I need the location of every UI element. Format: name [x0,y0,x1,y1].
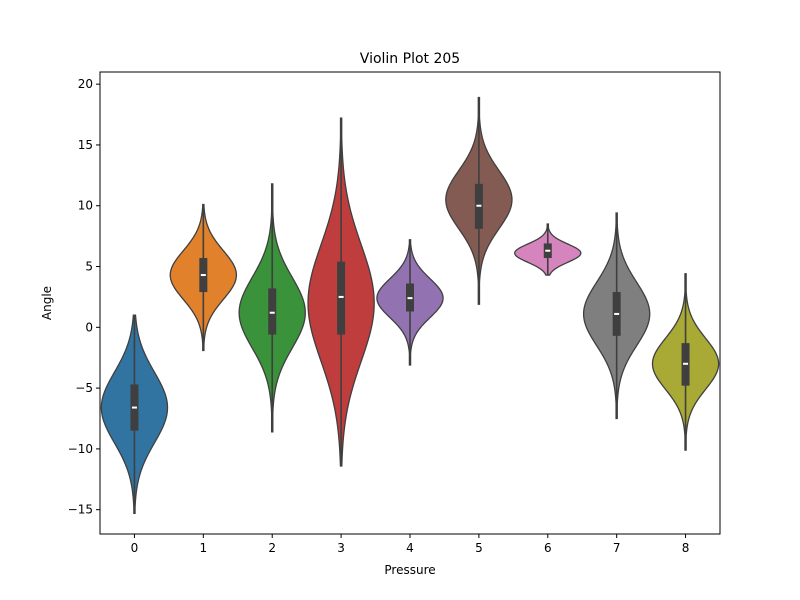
x-tick-label: 8 [682,541,690,555]
y-tick-label: 20 [78,77,93,91]
violin-iqr-box-3 [337,261,346,335]
y-axis-label: Angle [40,286,54,320]
x-tick-label: 3 [337,541,345,555]
y-tick-label: 10 [78,199,93,213]
violin-iqr-box-2 [268,288,277,335]
x-axis-label: Pressure [384,563,435,577]
y-tick-label: −10 [68,442,93,456]
x-tick-label: 1 [200,541,208,555]
y-tick-label: 0 [85,320,93,334]
x-tick-label: 0 [131,541,139,555]
violins-group [100,96,720,514]
x-tick-label: 7 [613,541,621,555]
y-axis: −15 −10 −5 0 5 10 15 20 [68,77,100,517]
x-tick-label: 2 [268,541,276,555]
y-tick-label: −15 [68,503,93,517]
chart-title: Violin Plot 205 [360,51,460,67]
x-tick-label: 6 [544,541,552,555]
x-axis: 0 1 2 3 4 5 6 7 8 [131,534,690,555]
x-tick-label: 5 [475,541,483,555]
x-tick-label: 4 [406,541,414,555]
y-tick-label: 15 [78,138,93,152]
y-tick-label: −5 [75,381,93,395]
y-tick-label: 5 [85,260,93,274]
